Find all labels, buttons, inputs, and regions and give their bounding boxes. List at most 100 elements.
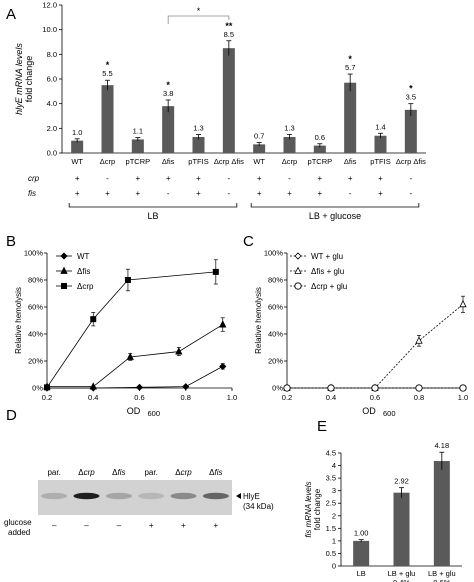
a-category-label: Δcrp: [100, 157, 115, 166]
a-category-label: pTCRP: [126, 157, 151, 166]
panel-label-d: D: [6, 407, 17, 424]
b-legend-entry: Δfis: [77, 267, 90, 276]
d-lane-label: Δcrp: [78, 468, 95, 477]
a-category-label: WT: [71, 157, 83, 166]
a-crp-sign: +: [166, 174, 171, 183]
a-bar: [253, 144, 266, 153]
a-y-axis-label: hlyE mRNA levels: [14, 43, 24, 115]
b-x-tick-label: 1.0: [227, 393, 237, 402]
a-bracket-star: *: [197, 6, 201, 16]
e-category-label: LB + glu: [388, 569, 416, 578]
a-group-bracket: [250, 203, 420, 208]
d-band: [202, 492, 229, 500]
e-value-label: 1.00: [354, 529, 369, 538]
b-y-tick-label: 40%: [28, 330, 43, 339]
b-series-line: [47, 366, 223, 389]
a-fis-sign: +: [196, 189, 201, 198]
a-value-label: 5.7: [345, 63, 355, 72]
a-bar: [404, 109, 417, 153]
a-value-label: 3.5: [406, 93, 416, 102]
c-legend-marker: [294, 266, 302, 274]
b-data-point: [90, 316, 97, 323]
b-legend-marker: [60, 266, 68, 274]
c-x-tick-label: 0.8: [414, 393, 424, 402]
a-bar: [192, 136, 205, 153]
a-crp-sign: -: [409, 174, 412, 183]
a-y-tick-label: 8.0: [47, 50, 57, 59]
panel-label-a: A: [6, 6, 16, 23]
b-series-line: [47, 324, 223, 388]
d-band-label: HlyE: [243, 492, 260, 501]
e-y-tick-label: 3: [332, 486, 336, 495]
b-y-axis-label: Relative hemolysis: [14, 287, 23, 354]
d-band: [170, 492, 197, 500]
b-legend-marker: [61, 283, 67, 289]
b-data-point: [212, 268, 219, 275]
a-y-tick-label: 6.0: [47, 75, 57, 84]
d-glucose-mark: –: [117, 521, 122, 530]
c-legend-entry: Δfis + glu: [311, 267, 344, 276]
b-y-tick-label: 100%: [24, 249, 44, 258]
a-significance-star: *: [166, 80, 170, 90]
a-group-bracket: [68, 203, 238, 208]
b-data-point: [182, 383, 190, 391]
d-glucose-mark: –: [52, 521, 57, 530]
c-y-tick-label: 20%: [268, 357, 283, 366]
a-value-label: 1.3: [193, 124, 203, 133]
d-glucose-mark: +: [181, 521, 186, 530]
b-data-point: [175, 347, 183, 355]
b-x-tick-label: 0.6: [134, 393, 144, 402]
e-y-axis-label-2: fold change: [313, 488, 322, 530]
a-bracket: [167, 15, 230, 24]
d-lane-label: par.: [47, 468, 60, 477]
a-fis-sign: +: [105, 189, 110, 198]
a-y-tick-label: 12.0: [42, 1, 57, 10]
d-band: [73, 492, 100, 500]
b-data-point: [89, 382, 97, 390]
a-crp-sign: +: [135, 174, 140, 183]
a-fis-sign: -: [349, 189, 352, 198]
d-glucose-label: glucose: [4, 518, 32, 527]
a-bar: [374, 135, 387, 153]
c-y-tick-label: 80%: [268, 276, 283, 285]
e-y-tick-label: 3.5: [326, 474, 336, 483]
e-value-label: 2.92: [394, 477, 409, 486]
a-y-tick-label: 0.0: [47, 149, 57, 158]
a-value-label: 1.0: [72, 128, 82, 137]
c-y-tick-label: 0%: [272, 384, 283, 393]
c-legend-entry: Δcrp + glu: [311, 282, 347, 291]
b-y-tick-label: 80%: [28, 276, 43, 285]
panel-label-c: C: [243, 233, 254, 250]
a-category-label: WT: [253, 157, 265, 166]
a-category-label: Δcrp Δfis: [214, 157, 244, 166]
c-data-point: [459, 299, 467, 308]
b-data-point: [135, 383, 144, 391]
a-y-tick-label: 2.0: [47, 124, 57, 133]
a-significance-star: *: [106, 60, 110, 70]
b-y-tick-label: 0%: [32, 384, 43, 393]
a-fis-sign: -: [409, 189, 412, 198]
d-glucose-mark: +: [213, 521, 218, 530]
e-y-tick-label: 4.5: [326, 449, 336, 458]
d-lane-label: Δfis: [209, 468, 222, 477]
d-glucose-mark: +: [149, 521, 154, 530]
a-fis-sign: -: [167, 189, 170, 198]
c-legend-entry: WT + glu: [311, 252, 343, 261]
c-y-tick-label: 100%: [264, 249, 284, 258]
e-y-tick-label: 2: [332, 511, 336, 520]
a-y-axis-label-2: fold change: [24, 56, 34, 103]
a-value-label: 0.6: [315, 133, 325, 142]
d-glucose-label-2: added: [8, 528, 30, 537]
a-category-label: Δfis: [344, 157, 357, 166]
panel-label-e: E: [317, 418, 327, 435]
a-fis-sign: +: [135, 189, 140, 198]
d-lane-label: Δfis: [112, 468, 125, 477]
a-fis-sign: +: [378, 189, 383, 198]
c-series-line: [287, 303, 464, 389]
a-value-label: 5.5: [102, 69, 112, 78]
a-bar: [344, 82, 357, 153]
panel-label-b: B: [6, 233, 16, 250]
a-category-label: pTCRP: [308, 157, 333, 166]
b-legend-entry: WT: [77, 252, 90, 261]
c-x-axis-label-sub: 600: [383, 409, 396, 418]
